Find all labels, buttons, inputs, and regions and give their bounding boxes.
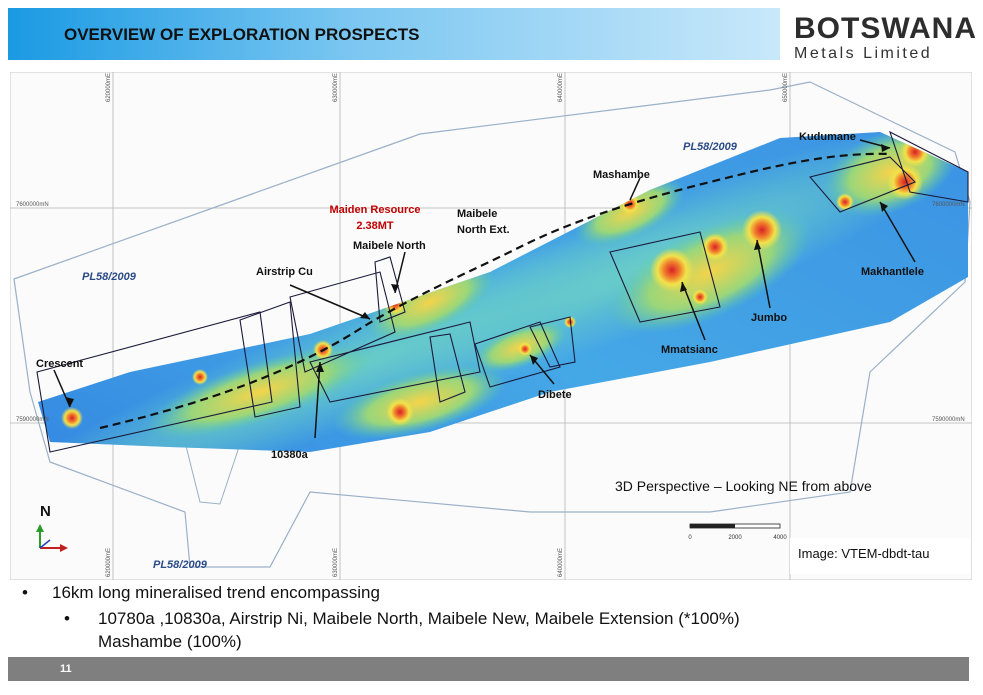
licence-label-w: PL58/2009 xyxy=(82,271,137,283)
label-maibele-north-ext-1: Maibele xyxy=(457,208,497,220)
bullet-dot-icon: • xyxy=(22,583,28,602)
grid-label-right-1: 7600000mN xyxy=(932,202,965,208)
grid-label-top-1: 620000mE xyxy=(106,73,112,102)
grid-label-right-2: 7590000mN xyxy=(932,417,965,423)
slide-title: OVERVIEW OF EXPLORATION PROSPECTS xyxy=(64,25,420,44)
label-dibete: Dibete xyxy=(538,389,572,401)
boundary-notch xyxy=(184,441,241,505)
label-airstrip-cu: Airstrip Cu xyxy=(256,266,313,278)
grid-label-top-4: 650000mE xyxy=(783,73,789,102)
grid-label-top-3: 640000mE xyxy=(558,73,564,102)
page-number: 11 xyxy=(60,663,72,675)
company-logo: BOTSWANA Metals Limited xyxy=(792,12,976,64)
licence-label-ne: PL58/2009 xyxy=(683,141,738,153)
bullet-level2-line1: 10780a ,10830a, Airstrip Ni, Maibele Nor… xyxy=(98,609,740,628)
scale-bar: 0 2000 4000 xyxy=(688,523,787,541)
label-mmatsianc: Mmatsianc xyxy=(661,344,718,356)
caption-box xyxy=(790,538,970,574)
bullet-level2-line2: Mashambe (100%) xyxy=(98,632,242,651)
grid-label-bottom-1: 620000mE xyxy=(106,548,112,577)
label-jumbo: Jumbo xyxy=(751,312,787,324)
label-maiden-resource-1: Maiden Resource xyxy=(329,204,420,216)
licence-label-s: PL58/2009 xyxy=(153,559,208,571)
bullet-level1-text: 16km long mineralised trend encompassing xyxy=(52,583,380,602)
perspective-note: 3D Perspective – Looking NE from above xyxy=(615,478,872,494)
slide-footer: 11 xyxy=(8,657,969,681)
label-mashambe: Mashambe xyxy=(593,169,650,181)
label-crescent: Crescent xyxy=(36,358,83,370)
exploration-map: 620000mE 630000mE 640000mE 650000mE 6200… xyxy=(9,71,973,581)
bullet-level2-text: 10780a ,10830a, Airstrip Ni, Maibele Nor… xyxy=(98,607,938,653)
slide-header: OVERVIEW OF EXPLORATION PROSPECTS BOTSWA… xyxy=(0,0,983,72)
grid-label-left-1: 7600000mN xyxy=(16,202,49,208)
north-label: N xyxy=(40,503,51,520)
licence-boundary xyxy=(13,81,971,568)
label-maiden-resource-2: 2.38MT xyxy=(356,220,394,232)
label-maibele-north-ext-2: North Ext. xyxy=(457,224,510,236)
grid-label-bottom-2: 630000mE xyxy=(333,548,339,577)
image-caption: Image: VTEM-dbdt-tau xyxy=(798,546,930,561)
scale-label-2000: 2000 xyxy=(728,535,742,541)
logo-wordmark: BOTSWANA xyxy=(794,12,977,45)
north-arrow: N xyxy=(36,503,68,552)
label-10380a: 10380a xyxy=(271,449,309,461)
grid-label-left-2: 7590000mN xyxy=(16,417,49,423)
tenement-outlines xyxy=(36,130,969,453)
grid-label-top-2: 630000mE xyxy=(333,73,339,102)
label-makhantlele: Makhantlele xyxy=(861,266,924,278)
title-band xyxy=(8,8,780,60)
mineralised-trend-line xyxy=(99,152,891,430)
label-kudumane: Kudumane xyxy=(799,131,856,143)
arrow-heads xyxy=(65,144,890,407)
label-maibele-north: Maibele North xyxy=(353,240,426,252)
grid-label-bottom-3: 640000mE xyxy=(558,548,564,577)
scale-label-0: 0 xyxy=(688,535,692,541)
leader-arrows xyxy=(53,139,916,439)
logo-subtitle: Metals Limited xyxy=(794,45,933,62)
bullet-dot-icon: • xyxy=(64,609,70,628)
map-canvas: 620000mE 630000mE 640000mE 650000mE 6200… xyxy=(9,71,973,581)
scale-label-4000: 4000 xyxy=(773,535,787,541)
